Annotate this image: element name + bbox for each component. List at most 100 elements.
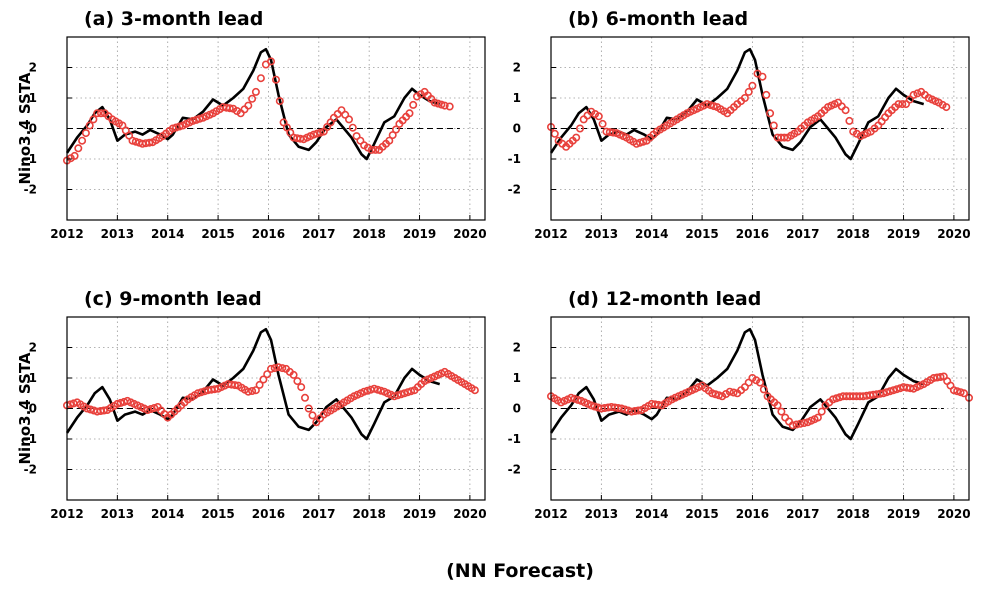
x-tick-label: 2012 [50, 227, 83, 241]
forecast-point [255, 380, 264, 389]
forecast-point [898, 100, 907, 109]
forecast-point [817, 407, 826, 416]
forecast-point [146, 404, 155, 413]
observed-line [549, 327, 925, 441]
forecast-point [583, 111, 592, 120]
x-tick-label: 2017 [786, 507, 819, 521]
forecast-point [78, 136, 87, 145]
forecast-point [352, 132, 361, 141]
y-tick-label: -2 [508, 183, 521, 197]
forecast-point [308, 411, 317, 420]
forecast-point [263, 370, 272, 379]
forecast-point [550, 129, 559, 138]
forecast-point [590, 402, 599, 411]
x-tick-label: 2016 [736, 227, 769, 241]
y-tick-label: 1 [29, 91, 37, 105]
forecast-point [341, 110, 350, 119]
forecast-point [617, 404, 626, 413]
x-tick-label: 2019 [403, 507, 436, 521]
forecast-point [348, 123, 357, 132]
forecast-point [845, 116, 854, 125]
forecast-point [150, 403, 159, 412]
y-tick-label: 2 [513, 61, 521, 75]
forecast-point [572, 133, 581, 142]
forecast-point [709, 102, 718, 111]
forecast-point [385, 136, 394, 145]
forecast-point [567, 393, 576, 402]
x-tick-label: 2017 [786, 227, 819, 241]
forecast-point [942, 103, 951, 112]
forecast-point [259, 375, 268, 384]
forecast-point [759, 385, 768, 394]
forecast-point [909, 90, 918, 99]
x-tick-label: 2020 [453, 227, 486, 241]
forecast-point [936, 372, 945, 381]
x-tick-label: 2016 [252, 227, 285, 241]
forecast-point [407, 387, 416, 396]
forecast-point [266, 57, 275, 66]
forecast-point [901, 100, 910, 109]
y-tick-label: -1 [24, 432, 37, 446]
forecast-point [769, 121, 778, 130]
forecast-point [188, 116, 197, 125]
forecast-point [800, 418, 809, 427]
panel-title: (a) 3-month lead [84, 8, 263, 30]
x-tick-label: 2020 [937, 507, 970, 521]
forecast-point [230, 381, 239, 390]
x-tick-label: 2019 [887, 507, 920, 521]
forecast-point [275, 97, 284, 106]
x-tick-label: 2015 [201, 507, 234, 521]
forecast-point [391, 125, 400, 134]
forecast-point [837, 102, 846, 111]
forecast-point [289, 370, 298, 379]
x-tick-label: 2012 [534, 507, 567, 521]
forecast-point [430, 98, 439, 107]
forecast-point [792, 420, 801, 429]
x-tick-label: 2018 [836, 227, 869, 241]
forecast-point [409, 100, 418, 109]
panel-4: 2012 2013 2014 2015 2016 2017 2018 2019 2020 -2 -1… [508, 288, 973, 521]
forecast-point [145, 138, 154, 147]
forecast-point [240, 105, 249, 114]
y-tick-label: 0 [513, 122, 521, 136]
forecast-point [244, 387, 253, 396]
forecast-point [251, 386, 260, 395]
forecast-point [433, 99, 442, 108]
forecast-point [781, 413, 790, 422]
panels: 2012 2013 2014 2015 2016 2017 2018 2019 2020-2-1… [16, 8, 973, 521]
forecast-point [225, 104, 234, 113]
x-tick-label: 2012 [534, 227, 567, 241]
forecast-point [116, 398, 125, 407]
x-tick-label: 2018 [836, 507, 869, 521]
forecast-point [210, 385, 219, 394]
forecast-point [841, 106, 850, 115]
forecast-point [575, 124, 584, 133]
y-tick-label: 1 [29, 371, 37, 385]
forecast-point [762, 90, 771, 99]
x-tick-label: 2017 [302, 507, 335, 521]
panel-title: (d) 12-month lead [568, 288, 761, 310]
forecast-point [711, 390, 720, 399]
forecast-series [62, 363, 479, 427]
y-tick-label: 0 [29, 402, 37, 416]
forecast-point [266, 364, 275, 373]
x-tick-label: 2016 [736, 507, 769, 521]
forecast-point [788, 421, 797, 430]
forecast-point [81, 129, 90, 138]
forecast-point [773, 401, 782, 410]
y-axis-label: Nino3.4 SSTA [16, 352, 34, 464]
forecast-point [905, 95, 914, 104]
forecast-point [440, 101, 449, 110]
y-tick-label: 2 [513, 341, 521, 355]
y-tick-label: -2 [24, 463, 37, 477]
forecast-point [913, 89, 922, 98]
forecast-point [271, 75, 280, 84]
forecast-point [278, 364, 287, 373]
forecast-point [703, 100, 712, 109]
forecast-point [959, 389, 968, 398]
forecast-point [405, 109, 414, 118]
forecast-point [360, 387, 369, 396]
panel-title: (b) 6-month lead [568, 8, 748, 30]
forecast-point [740, 383, 749, 392]
